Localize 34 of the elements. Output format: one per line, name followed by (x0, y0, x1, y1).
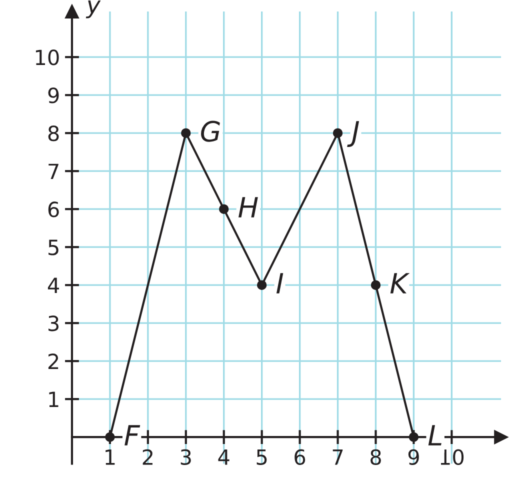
annotation: K (390, 273, 410, 294)
point (219, 204, 229, 214)
y-tick-label: 8 (48, 126, 59, 142)
point (105, 432, 115, 442)
y-tick-label: 3 (48, 316, 59, 332)
y-tick-label: 10 (36, 50, 59, 66)
y-tick-label: 2 (48, 354, 58, 369)
y-tick-label: 1 (49, 392, 58, 407)
annotation: I (276, 273, 284, 294)
annotation: H (238, 197, 258, 218)
point (408, 432, 419, 442)
annotation: G (201, 120, 220, 142)
y-axis-title: y (86, 0, 101, 18)
x-tick-label: 1 (106, 450, 115, 465)
x-tick-label: 7 (332, 450, 343, 465)
annotation: J (347, 121, 360, 147)
y-tick-label: 4 (48, 278, 60, 293)
point (332, 128, 343, 138)
x-tick-label: 5 (256, 450, 267, 466)
y-tick-label: 6 (48, 202, 59, 218)
x-tick-label: 4 (218, 450, 230, 465)
point (256, 280, 267, 290)
x-tick-label: 6 (294, 449, 306, 466)
point (370, 280, 381, 290)
x-tick-label: 3 (180, 449, 191, 466)
annotation: F (124, 425, 140, 446)
x-tick-label: 8 (370, 449, 381, 466)
point (181, 128, 191, 138)
y-tick-label: 5 (48, 240, 58, 256)
x-tick-label: 2 (142, 449, 152, 465)
annotation: L (428, 425, 442, 446)
y-tick-label: 9 (48, 88, 59, 104)
y-tick-label: 7 (48, 164, 58, 180)
x-tick-label: 9 (408, 449, 419, 466)
